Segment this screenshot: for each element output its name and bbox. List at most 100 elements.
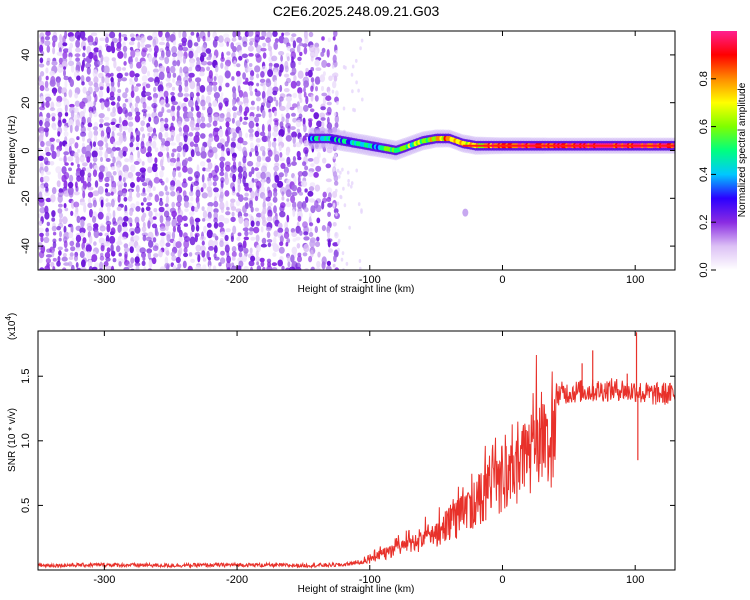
- noise-speckle: [351, 64, 355, 69]
- noise-speckle: [63, 151, 70, 156]
- noise-speckle: [208, 246, 214, 251]
- noise-speckle: [141, 49, 147, 58]
- noise-speckle: [160, 180, 165, 186]
- noise-speckle: [260, 261, 265, 267]
- noise-speckle: [166, 36, 171, 42]
- noise-speckle: [86, 94, 92, 103]
- noise-speckle: [254, 189, 260, 198]
- noise-speckle: [106, 45, 112, 53]
- noise-speckle: [307, 158, 314, 162]
- noise-speckle: [242, 155, 247, 164]
- noise-speckle: [320, 117, 326, 121]
- noise-speckle: [226, 206, 230, 211]
- noise-speckle: [275, 99, 279, 107]
- noise-speckle: [309, 227, 313, 232]
- noise-speckle: [307, 190, 314, 197]
- noise-speckle: [153, 97, 157, 104]
- noise-speckle: [212, 181, 217, 187]
- noise-speckle: [207, 31, 211, 38]
- noise-speckle: [142, 182, 148, 187]
- noise-speckle: [243, 197, 249, 201]
- noise-speckle: [45, 75, 49, 81]
- noise-speckle: [154, 147, 159, 153]
- noise-speckle: [55, 166, 62, 174]
- noise-speckle: [87, 100, 94, 109]
- noise-speckle: [336, 168, 340, 173]
- noise-speckle: [291, 231, 298, 238]
- noise-speckle: [135, 142, 140, 147]
- noise-speckle: [272, 196, 278, 203]
- noise-speckle: [70, 210, 74, 216]
- noise-speckle: [146, 248, 153, 254]
- noise-speckle: [201, 250, 206, 258]
- noise-speckle: [220, 56, 225, 62]
- noise-speckle: [200, 99, 206, 107]
- noise-speckle: [296, 186, 302, 194]
- noise-speckle: [314, 49, 319, 58]
- noise-speckle: [326, 122, 333, 130]
- noise-speckle: [238, 251, 243, 258]
- noise-speckle: [249, 200, 253, 209]
- noise-speckle: [183, 223, 189, 227]
- noise-speckle: [111, 198, 115, 208]
- noise-speckle: [139, 174, 146, 183]
- noise-speckle: [135, 95, 141, 104]
- noise-speckle: [187, 111, 194, 119]
- noise-speckle: [336, 201, 340, 206]
- noise-speckle: [337, 238, 341, 243]
- noise-speckle: [115, 147, 121, 151]
- noise-speckle: [87, 197, 92, 204]
- noise-speckle: [97, 211, 104, 220]
- noise-speckle: [45, 227, 49, 233]
- noise-speckle: [302, 252, 308, 257]
- noise-speckle: [171, 152, 175, 158]
- noise-speckle: [286, 162, 292, 167]
- noise-speckle: [292, 156, 296, 162]
- noise-speckle: [38, 184, 45, 194]
- noise-speckle: [165, 177, 169, 183]
- noise-speckle: [287, 125, 291, 134]
- noise-speckle: [271, 262, 278, 267]
- noise-speckle: [199, 161, 206, 167]
- noise-speckle: [124, 72, 129, 77]
- noise-speckle: [321, 92, 328, 97]
- noise-speckle: [105, 202, 112, 208]
- noise-speckle: [223, 217, 230, 224]
- noise-speckle: [182, 46, 189, 52]
- noise-speckle: [353, 108, 357, 113]
- noise-speckle: [40, 235, 44, 243]
- noise-speckle: [285, 242, 289, 247]
- noise-speckle: [123, 196, 128, 202]
- noise-speckle: [250, 236, 256, 241]
- noise-speckle: [260, 243, 267, 248]
- noise-speckle: [220, 62, 224, 69]
- noise-speckle: [182, 55, 187, 64]
- noise-speckle: [199, 66, 205, 73]
- noise-speckle: [335, 188, 338, 193]
- noise-speckle: [279, 157, 285, 162]
- noise-speckle: [176, 166, 181, 171]
- noise-speckle: [249, 38, 256, 43]
- noise-speckle: [250, 190, 255, 199]
- noise-speckle: [254, 207, 260, 212]
- noise-speckle: [64, 79, 68, 89]
- noise-speckle: [159, 170, 164, 178]
- noise-speckle: [44, 121, 51, 128]
- noise-speckle: [302, 170, 308, 177]
- noise-speckle: [88, 41, 94, 46]
- noise-speckle: [158, 132, 163, 140]
- noise-speckle: [63, 75, 70, 81]
- noise-speckle: [337, 128, 340, 133]
- noise-speckle: [61, 256, 68, 262]
- noise-speckle: [172, 170, 177, 178]
- noise-speckle: [224, 100, 229, 107]
- noise-speckle: [105, 265, 112, 270]
- noise-speckle: [57, 131, 61, 137]
- noise-speckle: [314, 95, 319, 102]
- noise-speckle: [148, 47, 152, 53]
- noise-speckle: [171, 231, 176, 240]
- noise-speckle: [267, 149, 273, 157]
- noise-speckle: [199, 54, 205, 63]
- noise-speckle: [309, 222, 314, 227]
- noise-speckle: [164, 117, 169, 123]
